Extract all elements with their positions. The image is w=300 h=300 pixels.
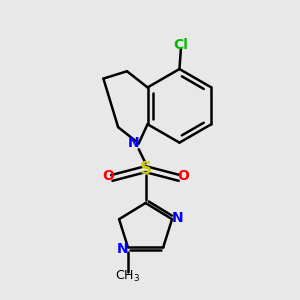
Text: N: N (172, 211, 183, 225)
Text: O: O (177, 169, 189, 184)
Text: N: N (117, 242, 128, 256)
Text: S: S (140, 160, 152, 178)
Text: Cl: Cl (173, 38, 188, 52)
Text: N: N (128, 136, 139, 150)
Text: CH$_3$: CH$_3$ (116, 269, 140, 284)
Text: O: O (102, 169, 114, 184)
